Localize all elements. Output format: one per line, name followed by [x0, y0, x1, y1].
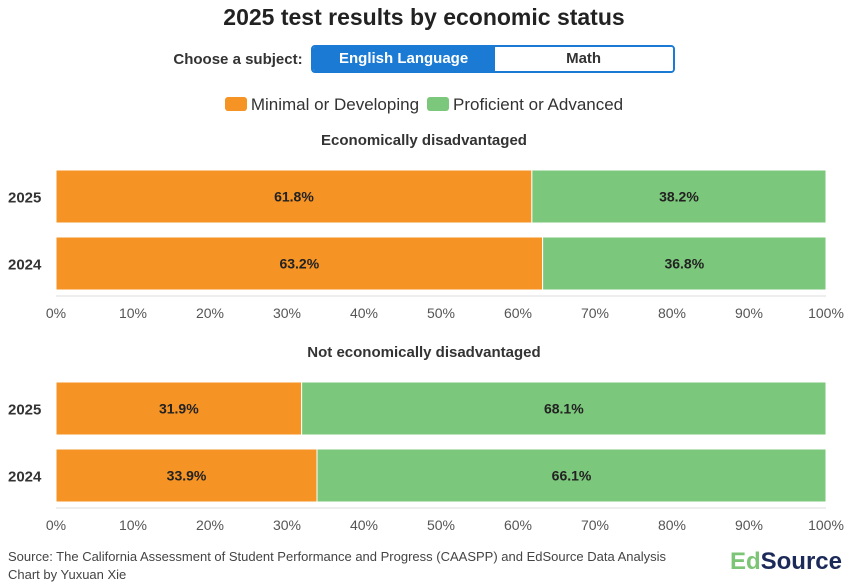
x-tick-label: 90%	[735, 305, 763, 321]
x-tick-label: 70%	[581, 305, 609, 321]
chart-plot: 2025 61.8% 38.2% 2024 63.2% 36.8% 0% 10% 20% 30% 4…	[8, 169, 844, 533]
legend-label: Minimal or Developing	[250, 95, 420, 114]
category-label: 2024	[8, 469, 42, 486]
panel-title-disadvantaged: Economically disadvantaged	[321, 132, 527, 149]
data-label: 38.2%	[659, 189, 699, 205]
bar-segment	[55, 381, 303, 436]
data-label: 63.2%	[279, 256, 319, 272]
data-label: 33.9%	[167, 468, 207, 484]
credit-text: Chart by Yuxuan Xie	[8, 567, 127, 582]
legend-swatch-orange	[224, 97, 247, 111]
x-tick-label: 100%	[808, 517, 844, 533]
legend-item-proficient[interactable]: Proficient or Advanced	[427, 95, 623, 115]
bar-segment	[316, 448, 827, 503]
chooser-label: Choose a subject:	[173, 50, 303, 68]
category-label: 2025	[8, 190, 41, 207]
footer-source: Source: The California Assessment of Stu…	[8, 548, 666, 584]
x-tick-label: 20%	[196, 305, 224, 321]
x-tick-label: 40%	[350, 305, 378, 321]
subject-toggle: English Language Arts Math	[310, 45, 675, 73]
bar-segment	[531, 169, 827, 224]
x-tick-label: 30%	[273, 517, 301, 533]
edsource-logo: EdSource	[729, 548, 842, 575]
bar-segment	[55, 236, 544, 291]
data-label: 68.1%	[544, 401, 584, 417]
x-tick-label: 80%	[658, 517, 686, 533]
x-tick-label: 60%	[504, 517, 532, 533]
chart-title: 2025 test results by economic status	[223, 4, 625, 30]
panel-title-not-disadvantaged: Not economically disadvantaged	[307, 344, 541, 361]
x-tick-label: 50%	[427, 305, 455, 321]
x-tick-label: 60%	[504, 305, 532, 321]
subject-math-button[interactable]: Math	[494, 47, 673, 71]
x-tick-label: 80%	[658, 305, 686, 321]
x-tick-label: 90%	[735, 517, 763, 533]
x-tick-label: 10%	[119, 305, 147, 321]
data-label: 31.9%	[159, 401, 199, 417]
legend-label: Proficient or Advanced	[453, 95, 624, 114]
x-tick-label: 30%	[273, 305, 301, 321]
x-tick-label: 10%	[119, 517, 147, 533]
source-text: Source: The California Assessment of Stu…	[8, 549, 667, 564]
legend-item-minimal[interactable]: Minimal or Developing	[224, 95, 420, 115]
data-label: 66.1%	[552, 468, 592, 484]
x-tick-label: 0%	[46, 517, 66, 533]
category-label: 2024	[8, 257, 42, 274]
legend: Minimal or Developing Proficient or Adva…	[0, 95, 848, 115]
x-tick-label: 0%	[46, 305, 66, 321]
subject-chooser: Choose a subject: English Language Arts …	[0, 45, 848, 73]
category-label: 2025	[8, 402, 41, 419]
x-tick-label: 50%	[427, 517, 455, 533]
bar-segment	[55, 448, 318, 503]
legend-swatch-green	[427, 97, 450, 111]
bar-segment	[542, 236, 827, 291]
x-tick-label: 20%	[196, 517, 224, 533]
bar-segment	[301, 381, 827, 436]
data-label: 36.8%	[664, 256, 704, 272]
subject-ela-button[interactable]: English Language Arts	[312, 47, 495, 71]
x-tick-label: 40%	[350, 517, 378, 533]
x-tick-label: 70%	[581, 517, 609, 533]
x-tick-label: 100%	[808, 305, 844, 321]
data-label: 61.8%	[274, 189, 314, 205]
